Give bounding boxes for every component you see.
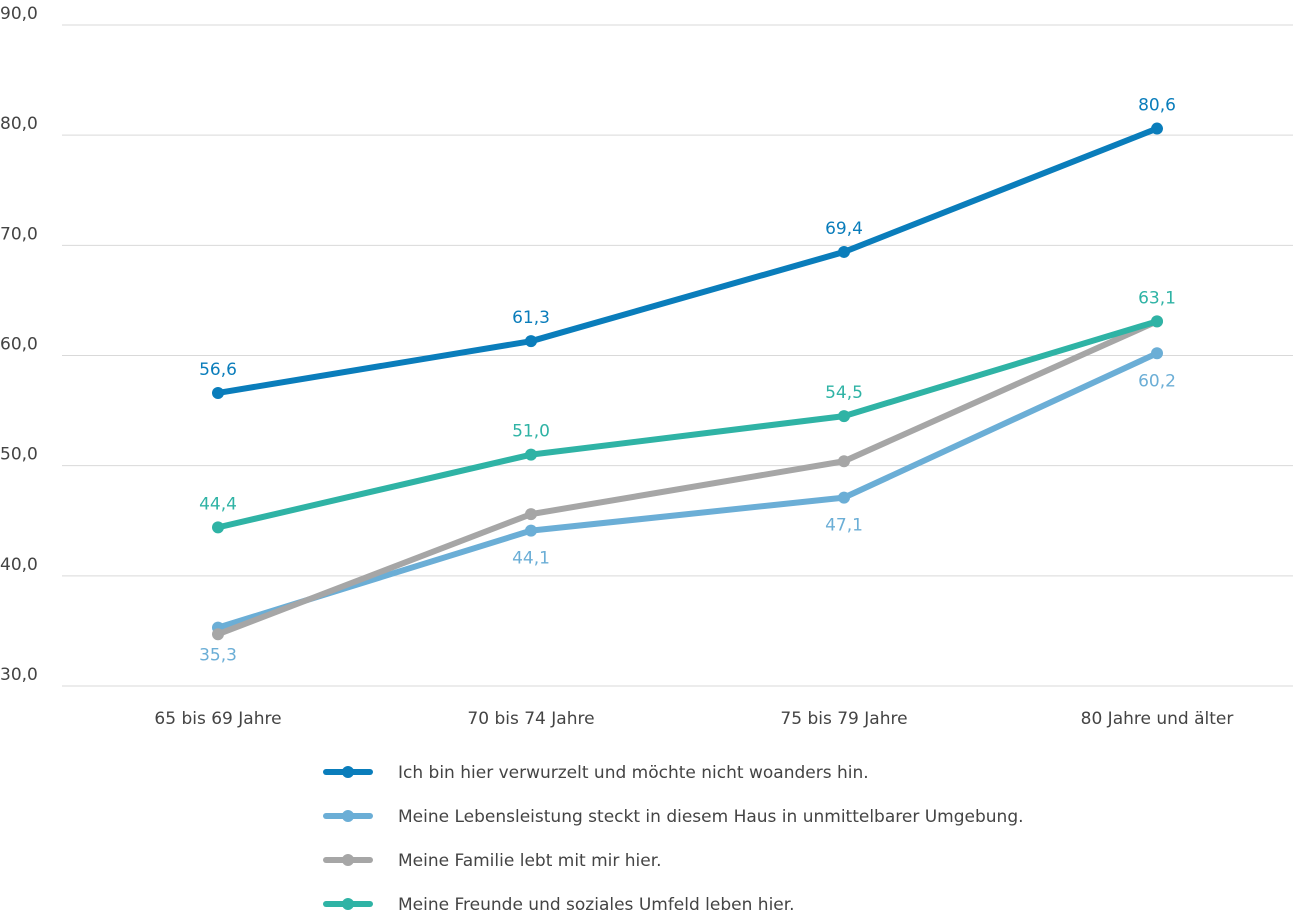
legend-label: Meine Familie lebt mit mir hier. [398, 851, 662, 871]
data-point [525, 335, 537, 348]
data-point [1151, 122, 1163, 135]
data-point [1151, 347, 1163, 360]
gridlines [62, 24, 1293, 687]
data-labels: 56,6 61,3 69,4 80,6 35,3 44,1 47,1 60,2 44,4 51,0… [199, 96, 1176, 666]
y-tick-label: 40,0 [0, 555, 38, 575]
y-tick-label: 60,0 [0, 335, 38, 355]
data-label: 44,4 [199, 494, 237, 514]
legend-swatch-point [342, 898, 354, 910]
x-tick-label: 80 Jahre und älter [1081, 709, 1234, 729]
data-point [212, 628, 224, 641]
y-tick-label: 80,0 [0, 114, 38, 134]
data-point [838, 491, 850, 504]
legend-item: Meine Familie lebt mit mir hier. [323, 851, 662, 871]
x-tick-label: 65 bis 69 Jahre [154, 709, 281, 729]
y-tick-label: 70,0 [0, 224, 38, 244]
y-axis: 30,0 40,0 50,0 60,0 70,0 80,0 90,0 [0, 4, 38, 685]
data-point [525, 508, 537, 521]
x-tick-label: 70 bis 74 Jahre [467, 709, 594, 729]
data-label: 69,4 [825, 219, 863, 239]
data-point [525, 448, 537, 461]
data-point [838, 455, 850, 468]
legend-item: Ich bin hier verwurzelt und möchte nicht… [323, 763, 869, 783]
x-tick-label: 75 bis 79 Jahre [780, 709, 907, 729]
series-line [215, 125, 1160, 396]
data-label: 80,6 [1138, 96, 1176, 116]
legend-item: Meine Lebensleistung steckt in diesem Ha… [323, 807, 1024, 827]
data-label: 44,1 [512, 549, 550, 569]
x-axis: 65 bis 69 Jahre 70 bis 74 Jahre 75 bis 79 … [154, 709, 1233, 729]
legend-swatch-point [342, 810, 354, 822]
series-line [215, 318, 1160, 531]
legend-label: Meine Freunde und soziales Umfeld leben … [398, 895, 795, 914]
legend-item: Meine Freunde und soziales Umfeld leben … [323, 895, 795, 914]
y-tick-label: 90,0 [0, 4, 38, 24]
data-label: 51,0 [512, 422, 550, 442]
data-point [212, 386, 224, 399]
y-tick-label: 50,0 [0, 445, 38, 465]
data-point [838, 410, 850, 423]
data-point [1151, 315, 1163, 328]
data-label: 60,2 [1138, 371, 1176, 391]
legend-label: Meine Lebensleistung steckt in diesem Ha… [398, 807, 1024, 827]
data-label: 56,6 [199, 360, 237, 380]
data-label: 63,1 [1138, 288, 1176, 308]
series-line [215, 350, 1160, 631]
data-label: 35,3 [199, 646, 237, 666]
series-line [215, 318, 1160, 638]
series-group [212, 122, 1163, 641]
data-point [838, 245, 850, 258]
legend-swatch-point [342, 766, 354, 778]
data-label: 47,1 [825, 516, 863, 536]
y-tick-label: 30,0 [0, 665, 38, 685]
data-point [212, 521, 224, 534]
data-point [525, 524, 537, 537]
data-label: 61,3 [512, 308, 550, 328]
legend-swatch-point [342, 854, 354, 866]
data-label: 54,5 [825, 383, 863, 403]
legend: Ich bin hier verwurzelt und möchte nicht… [323, 763, 1024, 914]
legend-label: Ich bin hier verwurzelt und möchte nicht… [398, 763, 869, 783]
